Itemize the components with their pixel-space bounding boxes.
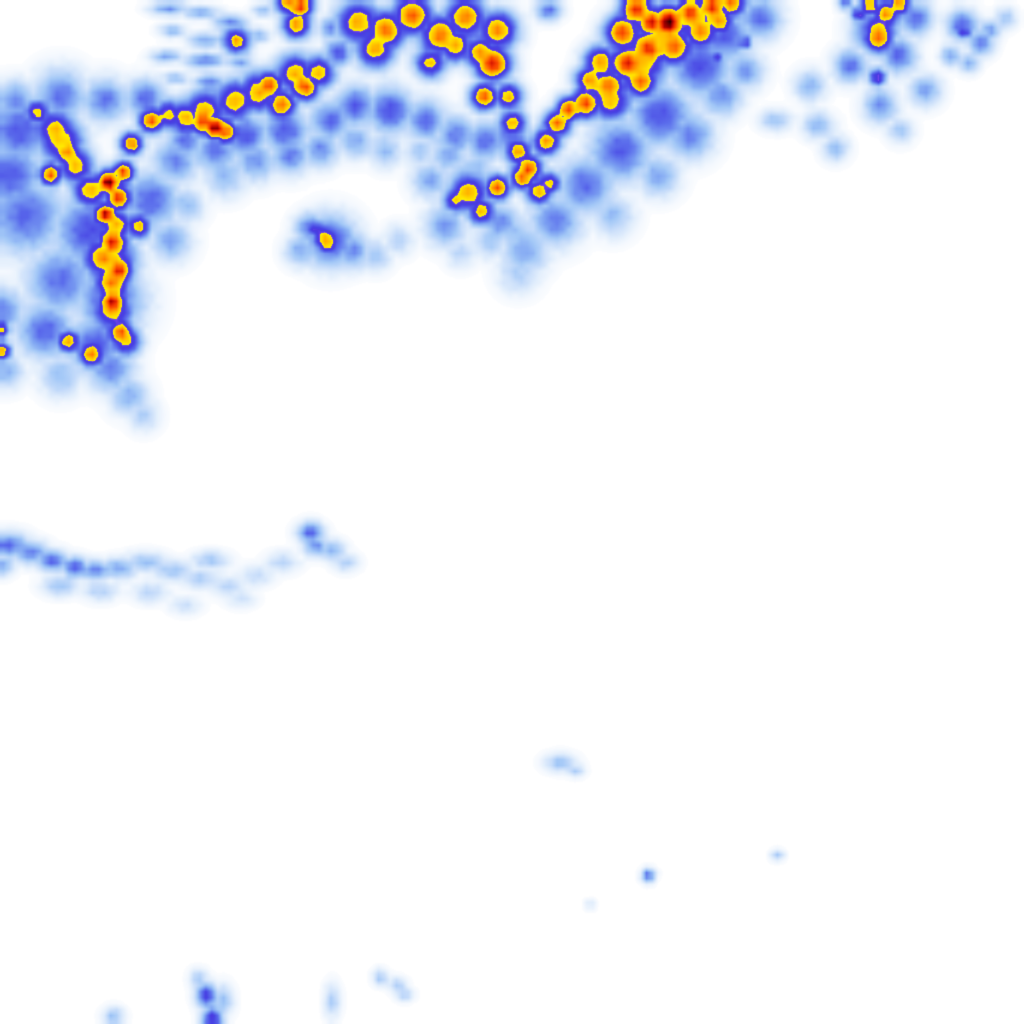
radar-precipitation-overlay [0,0,1024,1024]
radar-map-canvas [0,0,1024,1024]
